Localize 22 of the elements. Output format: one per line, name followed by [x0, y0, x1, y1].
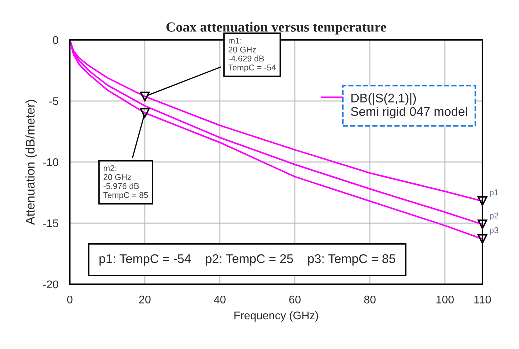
- x-axis-title: Frequency (GHz): [234, 311, 318, 322]
- chart-title: Coax attenuation versus temperature: [166, 22, 386, 35]
- y-tick-label: -15: [43, 220, 58, 228]
- annotation: m2: 20 GHz -5.976 dB TempC = 85: [104, 165, 148, 200]
- series-label: p2: [490, 212, 498, 220]
- x-tick-label: 20: [139, 296, 151, 304]
- y-tick-label: 0: [53, 36, 59, 44]
- annotation: p1: TempC = -54 p2: TempC = 25 p3: TempC = 85: [100, 254, 396, 266]
- annotation: m1: 20 GHz -4.629 dB TempC = -54: [228, 38, 276, 72]
- y-tick-label: -20: [43, 280, 59, 289]
- y-tick-label: -5: [50, 98, 58, 106]
- x-tick-label: 40: [214, 296, 226, 304]
- x-tick-label: 0: [67, 296, 73, 304]
- x-tick-label: 80: [364, 296, 376, 304]
- series-label: p3: [490, 228, 499, 236]
- annotation: DB(|S(2,1)|) Semi rigid 047 model: [351, 94, 468, 119]
- y-tick-label: -10: [43, 158, 59, 166]
- x-tick-label: 60: [290, 296, 301, 304]
- y-axis-title: Attenuation (dB/meter): [26, 100, 38, 226]
- x-tick-label: 100: [436, 296, 454, 304]
- series-label: p1: [490, 190, 498, 198]
- x-tick-label: 110: [474, 296, 492, 304]
